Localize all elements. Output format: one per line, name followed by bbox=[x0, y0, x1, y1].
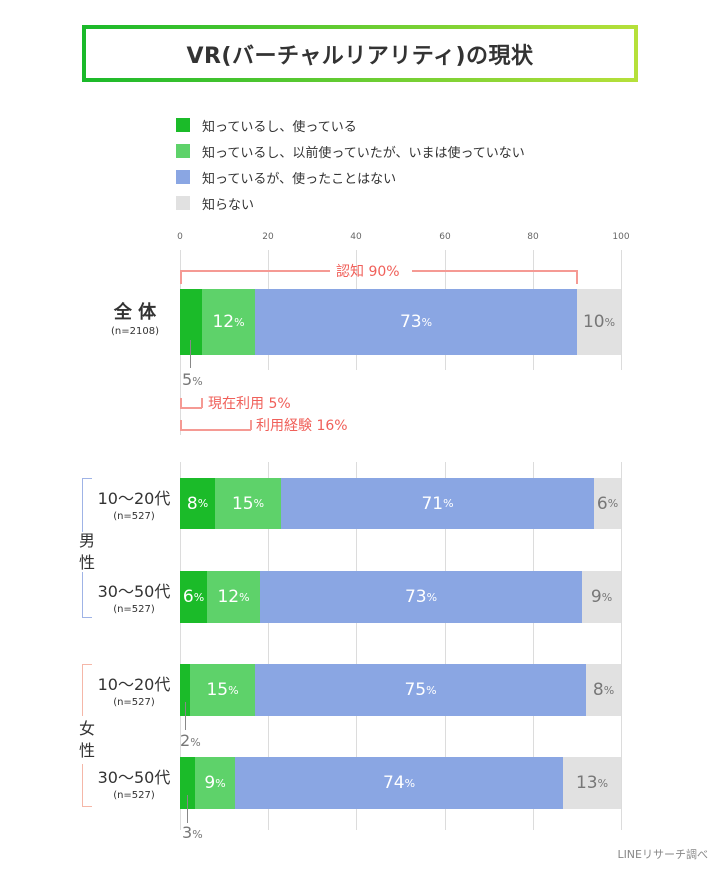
segment-unaware: 6% bbox=[594, 478, 621, 529]
row-label-male-30-50: 30〜50代 (n=527) bbox=[97, 582, 171, 615]
segment-using bbox=[180, 664, 190, 716]
legend-label: 知っているが、使ったことはない bbox=[202, 171, 397, 187]
awareness-bracket-left bbox=[180, 270, 182, 284]
source-note: LINEリサーチ調べ bbox=[617, 848, 708, 861]
gridline bbox=[180, 462, 181, 830]
gridline bbox=[356, 462, 357, 830]
bar-female-30-50: 9% 74% 13% bbox=[180, 757, 621, 809]
legend: 知っているし、使っている 知っているし、以前使っていたが、いまは使っていない 知… bbox=[176, 112, 525, 216]
segment-using bbox=[180, 757, 195, 809]
row-label-male-10-20: 10〜20代 (n=527) bbox=[97, 489, 171, 522]
gridline bbox=[621, 462, 622, 830]
row-label-female-30-50: 30〜50代 (n=527) bbox=[97, 768, 171, 801]
current-use-annotation: 現在利用 5% bbox=[208, 396, 291, 412]
group-label-male: 男性 bbox=[78, 531, 95, 572]
callout-female-10-20-using: 2% bbox=[180, 731, 201, 750]
axis-tick-0: 0 bbox=[177, 232, 183, 242]
segment-never-used: 75% bbox=[255, 664, 586, 716]
bracket-gap bbox=[76, 532, 98, 572]
axis-tick-20: 20 bbox=[262, 232, 274, 242]
segment-using bbox=[180, 289, 202, 355]
gridline bbox=[268, 462, 269, 830]
segment-unaware: 8% bbox=[586, 664, 621, 716]
legend-label: 知っているし、使っている bbox=[202, 119, 357, 135]
experience-bracket bbox=[180, 420, 182, 430]
row-label-overall: 全 体 (n=2108) bbox=[111, 302, 159, 337]
gridline bbox=[621, 250, 622, 370]
experience-bracket bbox=[180, 429, 251, 431]
segment-used-before: 12% bbox=[202, 289, 255, 355]
awareness-bracket-line bbox=[180, 270, 330, 272]
segment-never-used: 73% bbox=[260, 571, 582, 623]
callout-female-30-50-using: 3% bbox=[182, 823, 203, 842]
legend-label: 知らない bbox=[202, 197, 255, 213]
bar-female-10-20: 15% 75% 8% bbox=[180, 664, 621, 716]
chart-title: VR(バーチャルリアリティ)の現状 bbox=[186, 43, 534, 69]
legend-item-used-before: 知っているし、以前使っていたが、いまは使っていない bbox=[176, 138, 525, 164]
legend-item-using: 知っているし、使っている bbox=[176, 112, 525, 138]
awareness-bracket-right bbox=[576, 270, 578, 284]
gridline bbox=[533, 462, 534, 830]
legend-item-unaware: 知らない bbox=[176, 190, 525, 216]
segment-never-used: 73% bbox=[255, 289, 577, 355]
segment-unaware: 10% bbox=[577, 289, 621, 355]
legend-swatch-icon bbox=[176, 118, 190, 132]
awareness-bracket-line bbox=[412, 270, 577, 272]
current-use-bracket bbox=[180, 398, 182, 408]
segment-never-used: 74% bbox=[235, 757, 563, 809]
legend-swatch-icon bbox=[176, 170, 190, 184]
segment-using: 8% bbox=[180, 478, 215, 529]
axis-tick-80: 80 bbox=[527, 232, 539, 242]
callout-line bbox=[187, 795, 188, 823]
callout-line bbox=[190, 340, 191, 368]
segment-used-before: 15% bbox=[215, 478, 281, 529]
gridline bbox=[445, 462, 446, 830]
callout-overall-using: 5% bbox=[182, 370, 203, 389]
segment-used-before: 9% bbox=[195, 757, 235, 809]
legend-swatch-icon bbox=[176, 196, 190, 210]
axis-tick-100: 100 bbox=[612, 232, 630, 242]
current-use-bracket bbox=[201, 398, 203, 408]
legend-swatch-icon bbox=[176, 144, 190, 158]
bar-male-30-50: 6% 12% 73% 9% bbox=[180, 571, 621, 623]
axis-tick-40: 40 bbox=[350, 232, 362, 242]
row-label-female-10-20: 10〜20代 (n=527) bbox=[97, 675, 171, 708]
segment-using: 6% bbox=[180, 571, 207, 623]
segment-unaware: 9% bbox=[582, 571, 621, 623]
legend-item-never-used: 知っているが、使ったことはない bbox=[176, 164, 525, 190]
segment-used-before: 15% bbox=[190, 664, 255, 716]
axis-tick-60: 60 bbox=[439, 232, 451, 242]
chart-title-box: VR(バーチャルリアリティ)の現状 bbox=[82, 25, 638, 82]
segment-never-used: 71% bbox=[281, 478, 594, 529]
legend-label: 知っているし、以前使っていたが、いまは使っていない bbox=[202, 145, 525, 161]
segment-used-before: 12% bbox=[207, 571, 260, 623]
bracket-gap bbox=[76, 716, 98, 764]
current-use-bracket bbox=[180, 407, 202, 409]
group-label-female: 女性 bbox=[78, 719, 95, 760]
experience-annotation: 利用経験 16% bbox=[256, 418, 348, 434]
segment-unaware: 13% bbox=[563, 757, 621, 809]
callout-line bbox=[185, 702, 186, 730]
bar-overall: 12% 73% 10% bbox=[180, 289, 621, 355]
awareness-annotation: 認知 90% bbox=[336, 264, 400, 280]
experience-bracket bbox=[250, 420, 252, 430]
bar-male-10-20: 8% 15% 71% 6% bbox=[180, 478, 621, 529]
